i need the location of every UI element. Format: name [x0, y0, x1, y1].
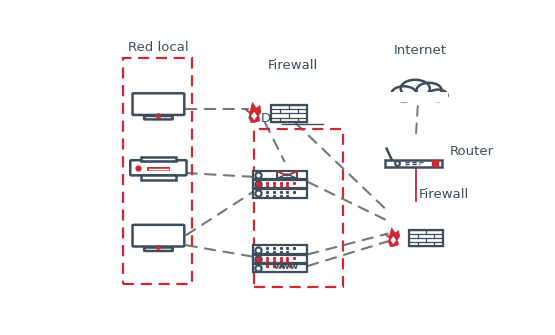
FancyBboxPatch shape	[130, 160, 186, 175]
Bar	[141, 175, 176, 180]
Bar	[254, 129, 342, 286]
Bar	[409, 230, 442, 246]
Circle shape	[391, 86, 416, 102]
Bar	[387, 92, 448, 102]
FancyBboxPatch shape	[133, 225, 184, 247]
Bar	[123, 58, 192, 284]
Bar	[253, 264, 307, 272]
Polygon shape	[391, 237, 396, 244]
FancyBboxPatch shape	[133, 93, 184, 115]
Text: DMZ: DMZ	[261, 112, 291, 125]
Polygon shape	[251, 112, 257, 120]
Bar	[147, 167, 170, 172]
Circle shape	[428, 89, 447, 101]
Bar	[253, 171, 307, 179]
Bar	[271, 105, 307, 122]
Text: Red local: Red local	[128, 42, 189, 54]
Bar	[253, 255, 307, 263]
Bar	[385, 160, 442, 166]
Bar	[253, 189, 307, 198]
Text: Router: Router	[450, 145, 494, 158]
Text: Firewall: Firewall	[268, 59, 318, 72]
Circle shape	[416, 83, 442, 98]
Circle shape	[401, 80, 430, 97]
FancyBboxPatch shape	[144, 248, 173, 251]
Bar	[253, 180, 307, 188]
Text: www: www	[274, 262, 299, 271]
Bar	[253, 246, 307, 254]
Bar	[278, 172, 296, 178]
Polygon shape	[385, 228, 400, 247]
Text: Internet: Internet	[393, 44, 446, 57]
Text: Firewall: Firewall	[418, 188, 469, 201]
FancyBboxPatch shape	[144, 116, 173, 119]
Bar	[141, 157, 176, 161]
Polygon shape	[245, 103, 261, 123]
